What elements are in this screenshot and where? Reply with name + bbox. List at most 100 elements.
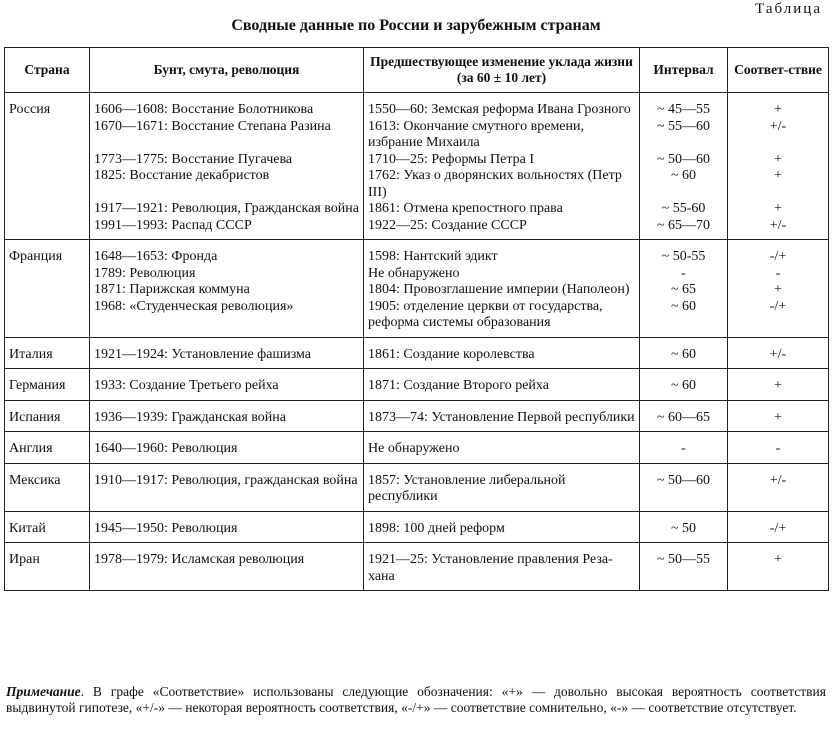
entry-interval: ~ 50-55: [661, 249, 706, 264]
entry-interval: ~ 50: [670, 520, 697, 536]
table-row: Китай 1945—1950: Революция 1898: 100 дней …: [4, 510, 829, 543]
entry-match: +/-: [769, 472, 787, 488]
entry-match: +: [774, 409, 782, 425]
entry-match: -: [775, 441, 781, 456]
entry-match: -: [775, 265, 781, 281]
entry-interval: -: [681, 265, 686, 281]
entry-change: 1922—25: Создание СССР: [368, 217, 527, 233]
country-cell: Китай: [4, 510, 90, 543]
entry-match: +: [774, 378, 782, 393]
entry-revolt: 1991—1993: Распад СССР: [94, 217, 252, 233]
entry-match: +/-: [769, 118, 787, 134]
entry-match: +: [774, 201, 782, 216]
entry-match: +: [774, 151, 782, 167]
table-body: Россия 1606—1608: Восстание Болотникова 16…: [4, 92, 829, 591]
entry-change: 1550—60: Земская реформа Ивана Грозного: [368, 102, 631, 117]
interval-cell: ~ 60: [639, 336, 728, 369]
change-cell: 1871: Создание Второго рейха: [363, 368, 640, 401]
table-label: Таблица: [755, 1, 822, 17]
country-cell: Иран: [4, 542, 90, 591]
entry-revolt: 1978—1979: Исламская революция: [94, 552, 305, 567]
entry-change: 1710—25: Реформы Петра I: [368, 151, 534, 167]
change-cell: 1550—60: Земская реформа Ивана Грозного 1…: [363, 92, 640, 240]
entry-revolt: 1789: Революция: [94, 265, 196, 281]
entry-revolt: 1648—1653: Фронда: [94, 249, 218, 264]
interval-cell: ~ 50—60: [639, 462, 728, 512]
entry-revolt: 1871: Парижская коммуна: [94, 282, 250, 297]
entry-change: Не обнаружено: [368, 441, 460, 456]
change-cell: Не обнаружено: [363, 431, 640, 464]
match-cell: +: [727, 368, 829, 401]
match-cell: +: [727, 399, 829, 432]
revolt-cell: 1936—1939: Гражданская война: [89, 399, 364, 432]
match-cell: +/-: [727, 462, 829, 512]
entry-revolt: 1968: «Студенческая революция»: [94, 298, 294, 314]
entry-interval: ~ 60—65: [656, 409, 711, 425]
entry-change: 1613: Окончание смутного времени, избран…: [368, 118, 584, 151]
interval-cell: ~ 60—65: [639, 399, 728, 432]
country-cell: Мексика: [4, 462, 90, 512]
change-cell: 1598: Нантский эдикт Не обнаружено 1804: П…: [363, 239, 640, 338]
entry-revolt: 1825: Восстание декабристов: [94, 168, 270, 183]
table-row: Германия 1933: Создание Третьего рейха 187…: [4, 368, 829, 401]
match-cell: -: [727, 431, 829, 464]
table-row: Испания 1936—1939: Гражданская война 1873—…: [4, 399, 829, 432]
entry-interval: ~ 65: [670, 282, 697, 297]
entry-match: +: [774, 552, 782, 567]
summary-table: Страна Бунт, смута, революция Предшеству…: [4, 47, 829, 591]
entry-revolt: 1921—1924: Установление фашизма: [94, 346, 312, 362]
entry-change: 1861: Отмена крепостного права: [368, 201, 563, 216]
entry-revolt: 1933: Создание Третьего рейха: [94, 378, 279, 393]
column-header-country: Страна: [4, 47, 90, 93]
change-cell: 1861: Создание королевства: [363, 336, 640, 369]
entry-revolt: 1910—1917: Революция, гражданская война: [94, 472, 358, 488]
entry-interval: ~ 60: [670, 346, 697, 362]
interval-cell: ~ 50: [639, 510, 728, 543]
footnote: Примечание. В графе «Соответствие» испол…: [6, 684, 826, 716]
revolt-cell: 1648—1653: Фронда 1789: Революция 1871: Па…: [89, 239, 364, 338]
country-cell: Италия: [4, 336, 90, 369]
interval-cell: ~ 45—55 ~ 55—60 ~ 50—60 ~ 60 ~ 55-60 ~ 65—70: [639, 92, 728, 240]
entry-change: 1857: Установление либеральной республик…: [368, 472, 566, 505]
country-cell: Германия: [4, 368, 90, 401]
country-cell: Франция: [4, 239, 90, 338]
footnote-text: . В графе «Соответствие» использованы сл…: [6, 684, 826, 715]
entry-revolt: 1936—1939: Гражданская война: [94, 409, 286, 425]
change-cell: 1921—25: Установление правления Реза-хан…: [363, 542, 640, 591]
entry-match: +: [774, 168, 782, 183]
entry-revolt: 1670—1671: Восстание Степана Разина: [94, 118, 331, 134]
interval-cell: ~ 50-55- ~ 65 ~ 60: [639, 239, 728, 338]
entry-match: +: [774, 102, 782, 117]
revolt-cell: 1606—1608: Восстание Болотникова 1670—167…: [89, 92, 364, 240]
entry-match: +/-: [769, 217, 787, 233]
match-cell: -/+ - + -/+: [727, 239, 829, 338]
table-row: Италия 1921—1924: Установление фашизма 186…: [4, 336, 829, 369]
entry-match: -/+: [769, 298, 787, 314]
header-row: Страна Бунт, смута, революция Предшеству…: [4, 47, 829, 93]
table-row: Иран 1978—1979: Исламская революция 1921—2…: [4, 542, 829, 591]
change-cell: 1873—74: Установление Первой республики: [363, 399, 640, 432]
table-row: Англия 1640—1960: Революция Не обнаружено -…: [4, 431, 829, 464]
entry-interval: ~ 60: [670, 168, 697, 183]
entry-interval: -: [681, 441, 686, 456]
country-cell: Россия: [4, 92, 90, 240]
entry-change: 1598: Нантский эдикт: [368, 249, 498, 264]
entry-match: +/-: [769, 346, 787, 362]
entry-change: 1921—25: Установление правления Реза-хан…: [368, 552, 613, 584]
entry-change: 1873—74: Установление Первой республики: [368, 409, 635, 425]
table-row: Франция 1648—1653: Фронда 1789: Революция 1…: [4, 239, 829, 338]
entry-match: -/+: [769, 249, 787, 264]
entry-interval: ~ 60: [670, 378, 697, 393]
entry-revolt: 1917—1921: Революция, Гражданская война: [94, 201, 360, 216]
entry-interval: ~ 50—55: [656, 552, 711, 567]
country-cell: Англия: [4, 431, 90, 464]
document-title: Сводные данные по России и зарубежным ст…: [231, 17, 601, 34]
entry-interval: ~ 45—55: [656, 102, 711, 117]
country-cell: Испания: [4, 399, 90, 432]
interval-cell: ~ 60: [639, 368, 728, 401]
revolt-cell: 1921—1924: Установление фашизма: [89, 336, 364, 369]
entry-interval: ~ 60: [670, 298, 697, 314]
interval-cell: ~ 50—55: [639, 542, 728, 591]
entry-interval: ~ 50—60: [656, 472, 711, 488]
revolt-cell: 1933: Создание Третьего рейха: [89, 368, 364, 401]
